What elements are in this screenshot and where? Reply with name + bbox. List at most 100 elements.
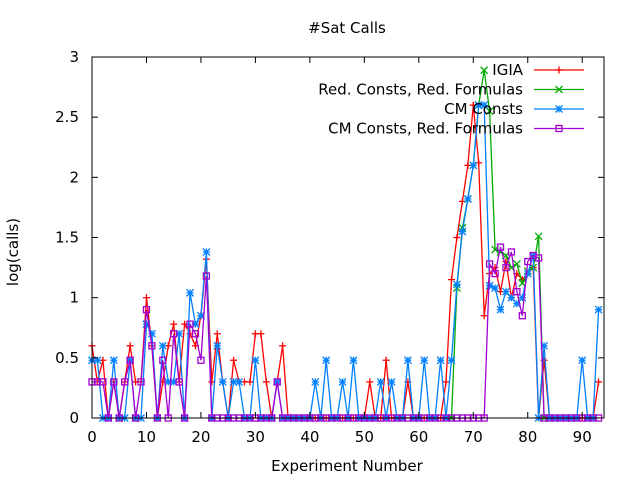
- data-point: [137, 378, 145, 386]
- marker-stroke: [186, 320, 194, 328]
- marker-stroke: [218, 377, 227, 386]
- data-point: [175, 378, 183, 386]
- x-tick-label: 40: [300, 428, 319, 446]
- marker-stroke: [501, 287, 510, 296]
- data-point: [491, 269, 499, 278]
- data-point: [186, 320, 194, 328]
- data-point: [251, 356, 260, 365]
- marker-stroke: [534, 254, 543, 262]
- data-point: [158, 341, 167, 350]
- data-point: [507, 248, 516, 256]
- series-line-cm-consts: [92, 104, 600, 419]
- y-axis-title: log(calls): [4, 218, 22, 286]
- y-tick-label: 0.5: [55, 349, 79, 367]
- data-point: [218, 377, 227, 386]
- marker-stroke: [196, 311, 205, 320]
- marker-stroke: [485, 281, 494, 290]
- data-point: [349, 356, 358, 365]
- data-point: [109, 356, 118, 365]
- marker-stroke: [436, 356, 445, 365]
- y-tick-label: 2: [69, 168, 79, 186]
- data-point: [246, 378, 254, 386]
- data-point: [235, 377, 244, 386]
- marker-stroke: [93, 356, 102, 365]
- x-tick-label: 90: [573, 428, 592, 446]
- data-point: [463, 195, 472, 203]
- data-point: [512, 299, 521, 308]
- legend-label: IGIA: [492, 61, 523, 79]
- data-point: [202, 247, 211, 256]
- marker-stroke: [578, 356, 587, 365]
- y-tick-label: 3: [69, 48, 79, 66]
- marker-stroke: [469, 161, 478, 170]
- x-tick-label: 70: [464, 428, 483, 446]
- chart-title: #Sat Calls: [308, 19, 386, 37]
- marker-stroke: [273, 378, 281, 386]
- marker-stroke: [480, 101, 489, 110]
- marker-stroke: [555, 124, 563, 133]
- data-point: [447, 356, 456, 365]
- legend-item-red-consts-red-formulas: Red. Consts, Red. Formulas: [318, 81, 584, 99]
- data-point: [485, 260, 494, 268]
- marker-stroke: [158, 341, 167, 350]
- data-point: [213, 341, 222, 350]
- data-point: [594, 305, 603, 314]
- data-point: [142, 306, 151, 314]
- x-tick-label: 20: [191, 428, 210, 446]
- data-point: [273, 378, 281, 386]
- data-point: [322, 356, 331, 365]
- marker-stroke: [491, 284, 500, 292]
- data-point: [110, 378, 118, 386]
- data-point: [148, 342, 156, 350]
- data-point: [534, 254, 543, 262]
- marker-stroke: [512, 260, 521, 268]
- marker-stroke: [491, 269, 499, 278]
- legend-item-igia: IGIA: [492, 61, 584, 79]
- marker-stroke: [202, 272, 211, 280]
- marker-stroke: [121, 378, 129, 386]
- x-tick-label: 50: [355, 428, 374, 446]
- marker-stroke: [202, 247, 211, 256]
- data-point: [311, 377, 320, 386]
- data-point: [524, 257, 532, 266]
- data-point: [534, 232, 543, 241]
- marker-stroke: [513, 287, 521, 296]
- axes-layer: 0 10 20 30 40 50 60 70 80 90 0 0.5 1 1.5 2 2.5 3: [55, 48, 605, 446]
- marker-stroke: [110, 378, 118, 386]
- data-point: [502, 263, 510, 272]
- y-tick-label: 0: [69, 409, 79, 427]
- data-point: [159, 356, 167, 364]
- data-point: [230, 356, 238, 364]
- marker-stroke: [502, 263, 510, 272]
- marker-stroke: [126, 356, 134, 364]
- data-point: [366, 378, 374, 386]
- data-point: [442, 378, 450, 386]
- data-point: [126, 356, 134, 364]
- data-point: [420, 356, 429, 365]
- marker-stroke: [518, 279, 527, 288]
- marker-stroke: [458, 227, 467, 236]
- data-point: [142, 294, 150, 302]
- marker-stroke: [338, 377, 347, 386]
- legend-label: Red. Consts, Red. Formulas: [318, 81, 523, 99]
- marker-stroke: [186, 288, 195, 297]
- marker-stroke: [175, 378, 183, 386]
- data-point: [513, 287, 521, 296]
- data-point: [512, 260, 521, 268]
- marker-stroke: [403, 356, 412, 365]
- legend-item-cm-consts-red-formulas: CM Consts, Red. Formulas: [328, 120, 584, 138]
- data-point: [453, 234, 461, 241]
- data-point: [452, 280, 461, 289]
- marker-stroke: [534, 232, 543, 241]
- data-point: [403, 356, 412, 365]
- data-point: [458, 227, 467, 236]
- data-point: [376, 377, 385, 386]
- data-point: [491, 284, 500, 292]
- data-point: [523, 269, 532, 278]
- plot-frame: [91, 56, 605, 419]
- data-point: [197, 356, 205, 364]
- data-point: [469, 161, 478, 170]
- marker-stroke: [376, 377, 385, 386]
- legend-item-cm-consts: CM Consts: [444, 100, 584, 118]
- data-point: [186, 288, 195, 297]
